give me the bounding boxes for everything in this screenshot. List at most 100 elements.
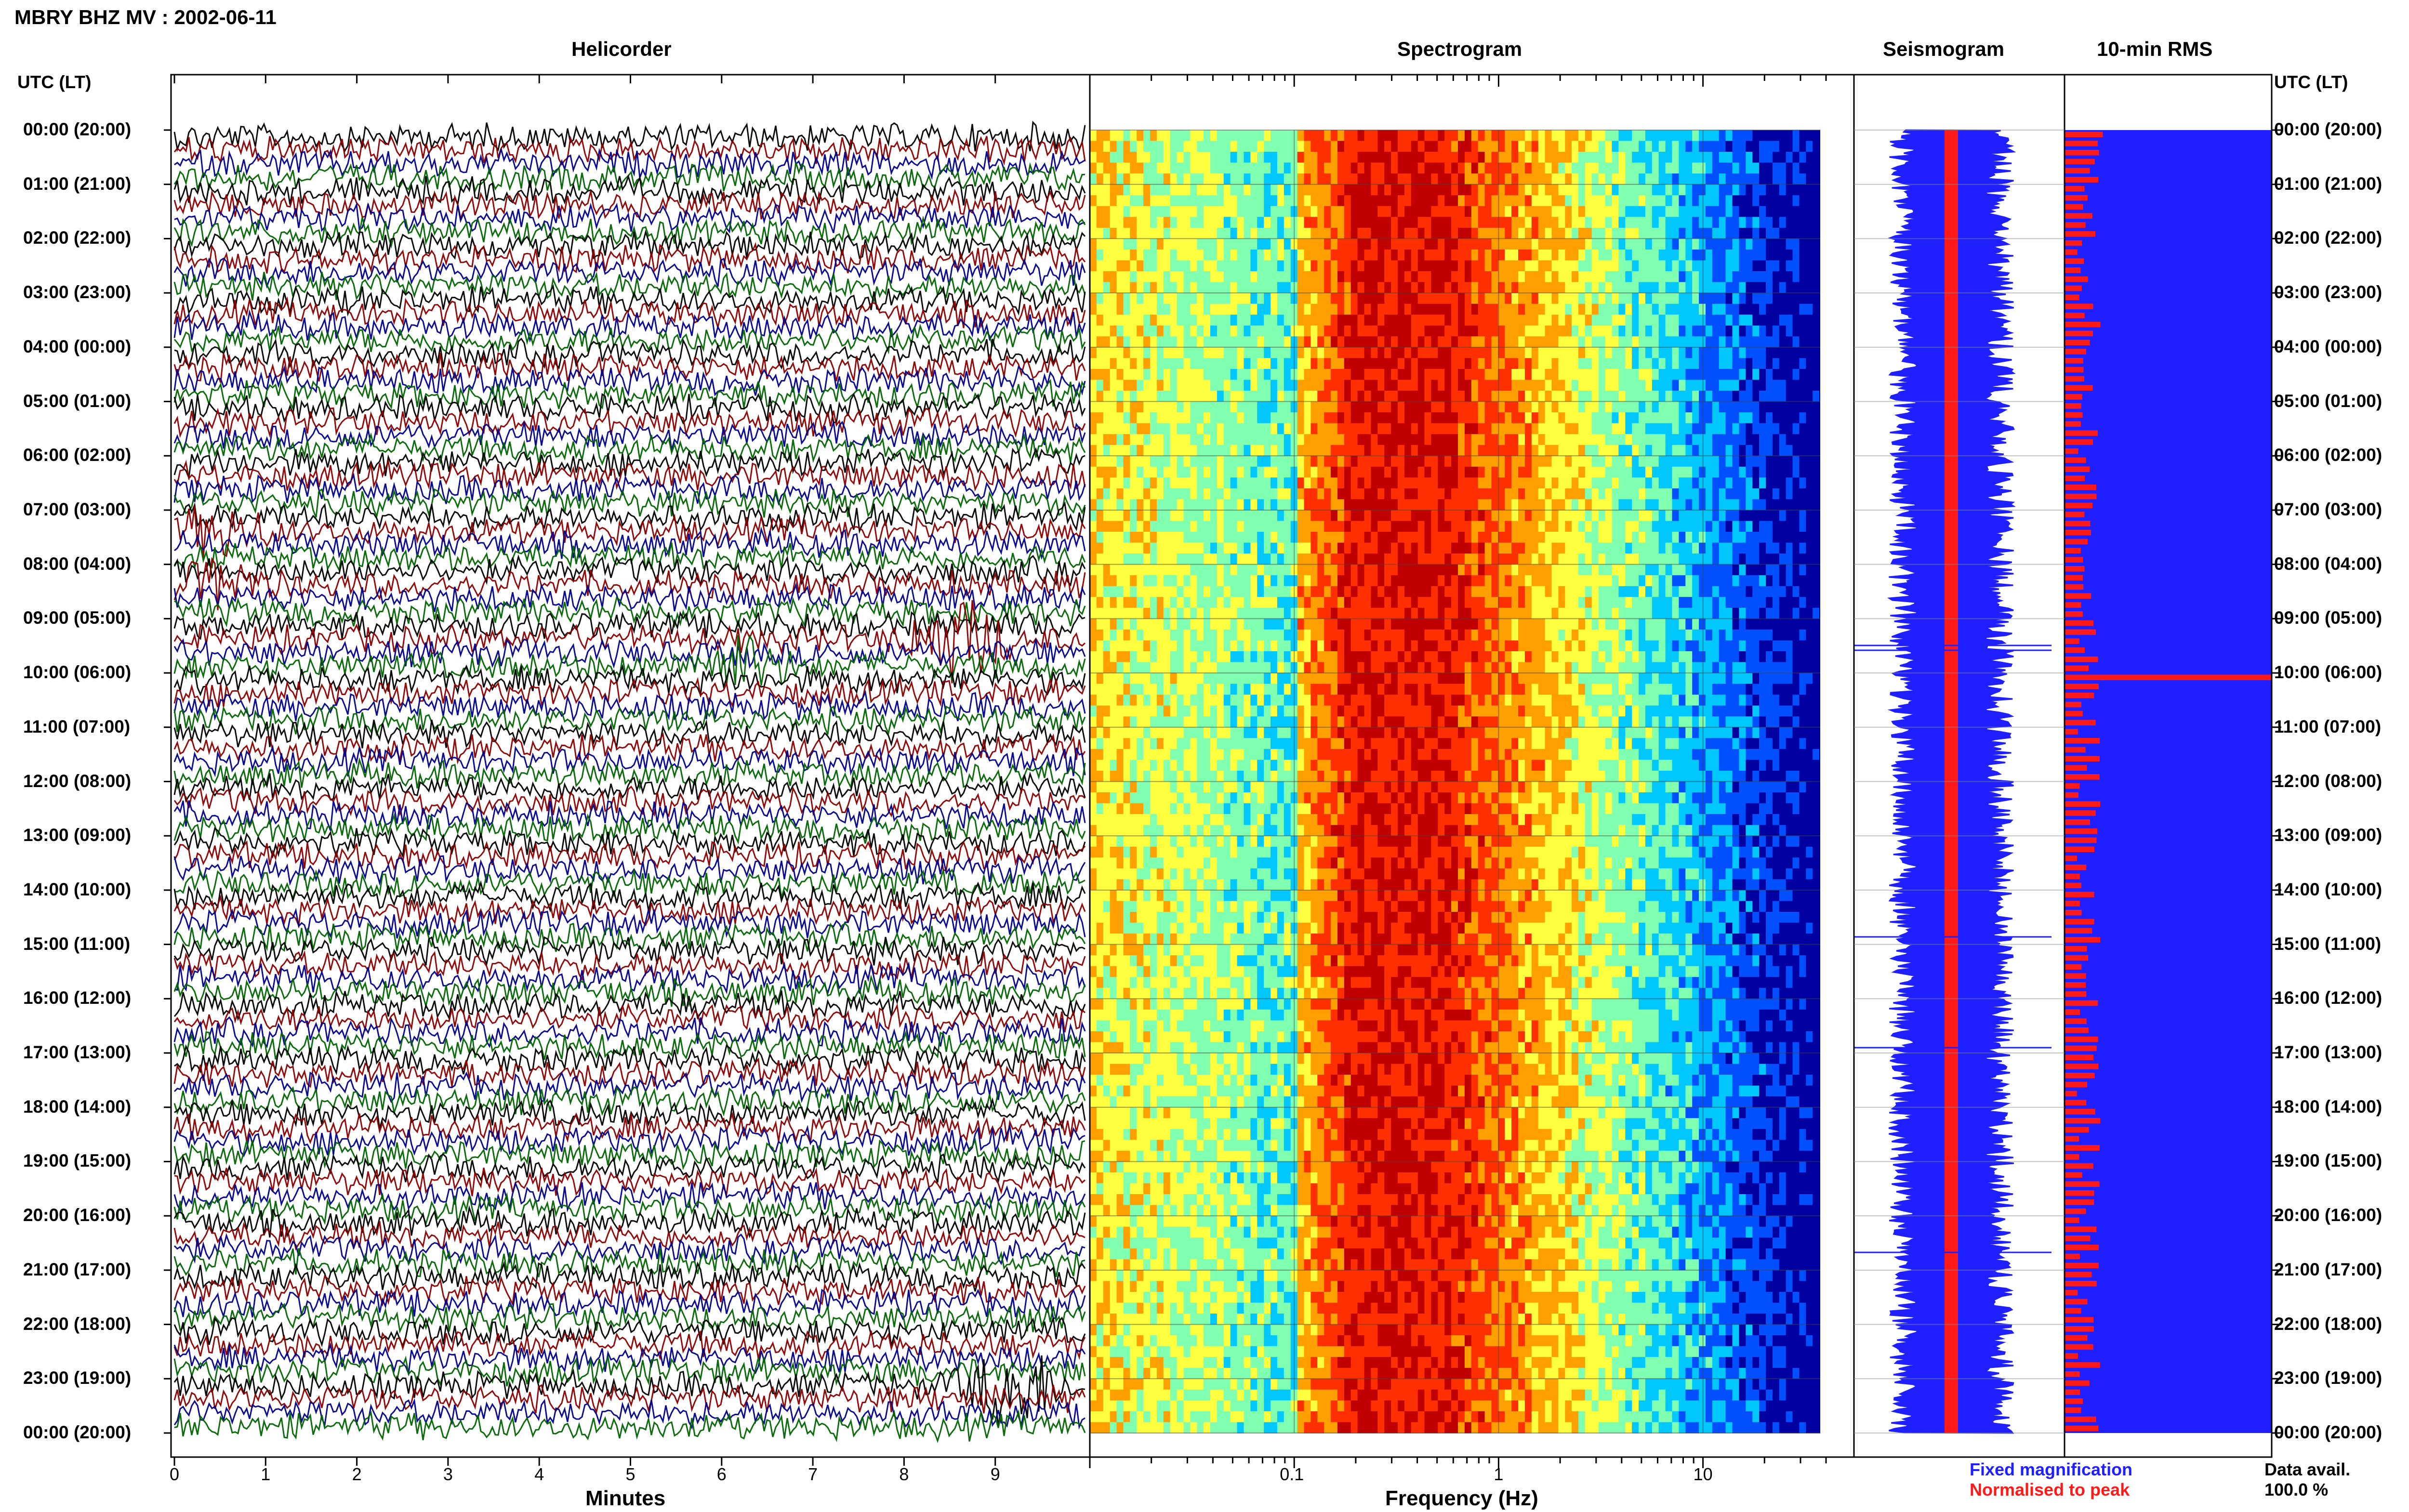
spectrogram-cell xyxy=(1163,445,1171,456)
spectrogram-cell xyxy=(1123,597,1130,608)
spectrogram-cell xyxy=(1706,206,1713,217)
spectrogram-cell xyxy=(1223,586,1231,597)
spectrogram-cell xyxy=(1712,250,1720,261)
spectrogram-cell xyxy=(1746,173,1753,185)
spectrogram-cell xyxy=(1337,412,1345,424)
spectrogram-cell xyxy=(1384,336,1391,348)
spectrogram-cell xyxy=(1317,607,1324,619)
spectrogram-cell xyxy=(1578,260,1586,272)
spectrogram-cell xyxy=(1639,282,1646,293)
spectrogram-cell xyxy=(1391,477,1398,489)
spectrogram-cell xyxy=(1665,597,1673,608)
spectrogram-cell xyxy=(1531,206,1539,217)
spectrogram-cell xyxy=(1706,401,1713,413)
spectrogram-cell xyxy=(1739,477,1746,489)
spectrogram-cell xyxy=(1317,575,1324,587)
spectrogram-cell xyxy=(1786,532,1793,543)
spectrogram-cell xyxy=(1177,271,1184,283)
spectrogram-cell xyxy=(1625,499,1632,511)
spectrogram-cell xyxy=(1244,434,1251,446)
spectrogram-cell xyxy=(1217,456,1224,467)
spectrogram-cell xyxy=(1706,130,1713,142)
spectrogram-cell xyxy=(1725,347,1733,358)
spectrogram-cell xyxy=(1819,586,1821,597)
spectrogram-cell xyxy=(1223,303,1231,315)
spectrogram-cell xyxy=(1137,532,1144,543)
spectrogram-cell xyxy=(1431,564,1438,576)
spectrogram-cell xyxy=(1424,347,1431,358)
spectrogram-cell xyxy=(1424,445,1431,456)
spectrogram-cell xyxy=(1692,141,1699,152)
spectrogram-cell xyxy=(1143,227,1151,239)
spectrogram-cell xyxy=(1706,423,1713,434)
spectrogram-cell xyxy=(1505,336,1512,348)
spectrogram-cell xyxy=(1565,293,1572,304)
spectrogram-cell xyxy=(1250,238,1257,250)
spectrogram-cell xyxy=(1799,488,1806,500)
spectrogram-cell xyxy=(1451,434,1458,446)
spectrogram-cell xyxy=(1417,412,1425,424)
spectrogram-cell xyxy=(1277,184,1284,196)
spectrogram-cell xyxy=(1210,195,1218,207)
spectrogram-cell xyxy=(1371,521,1378,532)
spectrogram-cell xyxy=(1612,358,1619,369)
spectrogram-cell xyxy=(1090,358,1097,369)
spectrogram-cell xyxy=(1310,401,1318,413)
spectrogram-cell xyxy=(1244,564,1251,576)
spectrogram-cell xyxy=(1491,184,1498,196)
spectrogram-cell xyxy=(1792,173,1800,185)
spectrogram-cell xyxy=(1344,368,1351,380)
spectrogram-cell xyxy=(1337,227,1345,239)
spectrogram-cell xyxy=(1458,553,1465,565)
spectrogram-cell xyxy=(1665,564,1673,576)
spectrogram-cell xyxy=(1712,336,1720,348)
spectrogram-cell xyxy=(1484,130,1492,142)
spectrogram-cell xyxy=(1618,325,1626,337)
spectrogram-cell xyxy=(1156,466,1164,478)
spectrogram-cell xyxy=(1819,141,1821,152)
spectrogram-cell xyxy=(1163,466,1171,478)
spectrogram-cell xyxy=(1344,477,1351,489)
spectrogram-cell xyxy=(1438,542,1445,554)
spectrogram-cell xyxy=(1424,434,1431,446)
spectrogram-cell xyxy=(1257,184,1264,196)
spectrogram-cell xyxy=(1130,466,1137,478)
spectrogram-cell xyxy=(1444,152,1452,163)
spectrogram-cell xyxy=(1732,250,1739,261)
spectrogram-cell xyxy=(1813,293,1820,304)
spectrogram-cell xyxy=(1244,303,1251,315)
spectrogram-cell xyxy=(1451,293,1458,304)
spectrogram-cell xyxy=(1706,293,1713,304)
spectrogram-cell xyxy=(1692,152,1699,163)
spectrogram-cell xyxy=(1384,532,1391,543)
spectrogram-cell xyxy=(1103,575,1111,587)
spectrogram-cell xyxy=(1090,477,1097,489)
spectrogram-cell xyxy=(1625,456,1632,467)
spectrogram-cell xyxy=(1658,423,1666,434)
spectrogram-cell xyxy=(1598,260,1606,272)
spectrogram-cell xyxy=(1772,250,1780,261)
spectrogram-cell xyxy=(1752,510,1760,522)
spectrogram-cell xyxy=(1598,597,1606,608)
spectrogram-cell xyxy=(1357,466,1365,478)
spectrogram-cell xyxy=(1645,564,1653,576)
spectrogram-cell xyxy=(1645,293,1653,304)
spectrogram-cell xyxy=(1331,184,1338,196)
spectrogram-cell xyxy=(1484,271,1492,283)
spectrogram-cell xyxy=(1411,250,1418,261)
spectrogram-cell xyxy=(1484,477,1492,489)
spectrogram-cell xyxy=(1324,586,1331,597)
spectrogram-cell xyxy=(1786,358,1793,369)
spectrogram-cell xyxy=(1404,227,1412,239)
spectrogram-cell xyxy=(1786,368,1793,380)
spectrogram-cell xyxy=(1090,184,1097,196)
spectrogram-cell xyxy=(1732,391,1739,402)
spectrogram-cell xyxy=(1424,391,1431,402)
spectrogram-cell xyxy=(1310,532,1318,543)
spectrogram-cell xyxy=(1739,368,1746,380)
spectrogram-cell xyxy=(1417,303,1425,315)
spectrogram-cell xyxy=(1237,130,1244,142)
spectrogram-cell xyxy=(1464,227,1472,239)
spectrogram-cell xyxy=(1284,130,1291,142)
spectrogram-cell xyxy=(1625,391,1632,402)
